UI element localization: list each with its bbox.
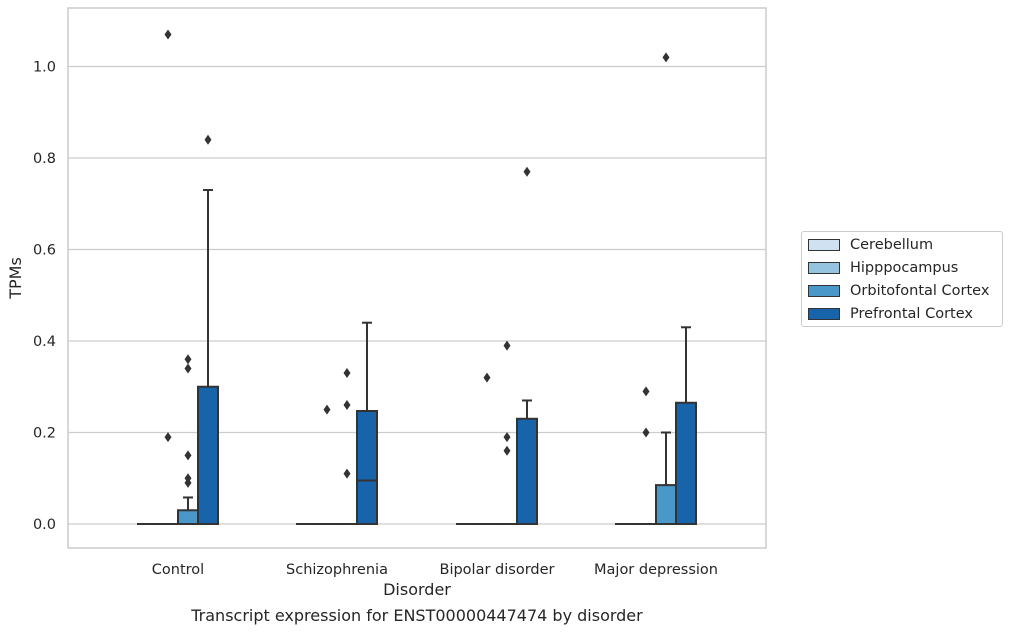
y-axis-label: TPMs: [6, 257, 25, 300]
outlier-point: [184, 363, 192, 374]
y-tick-label: 0.8: [33, 151, 56, 167]
outlier-point: [184, 477, 192, 488]
legend-label-hippocampus: Hipppocampus: [850, 260, 959, 276]
legend-swatch-cerebellum: [808, 239, 840, 251]
boxes: [137, 189, 697, 526]
box: [356, 409, 378, 525]
outlier-point: [184, 450, 192, 461]
legend-item-cerebellum: Cerebellum: [808, 235, 933, 255]
box: [197, 385, 219, 525]
outlier-point: [503, 432, 511, 443]
outlier-point: [184, 354, 192, 365]
legend-label-prefrontal: Prefrontal Cortex: [850, 306, 973, 322]
legend-swatch-orbitofrontal: [808, 285, 840, 297]
y-tick-labels: 0.0 0.2 0.4 0.6 0.8 1.0: [33, 60, 56, 534]
gridlines: [68, 65, 766, 525]
box: [675, 401, 697, 526]
box: [655, 484, 677, 525]
outlier-point: [343, 368, 351, 379]
outlier-point: [164, 29, 172, 40]
y-tick-label: 0.6: [33, 243, 56, 259]
x-tick-label: Schizophrenia: [286, 562, 388, 578]
y-tick-label: 0.4: [33, 334, 56, 350]
x-tick-labels: Control Schizophrenia Bipolar disorder Majo…: [152, 562, 718, 578]
legend-swatch-prefrontal: [808, 308, 840, 320]
outlier-point: [642, 386, 650, 397]
x-axis-label: Disorder: [383, 580, 451, 599]
outlier-point: [323, 404, 331, 415]
outliers: [164, 29, 670, 488]
x-tick-label: Control: [152, 562, 204, 578]
legend: Cerebellum Hipppocampus Orbitofontal Cor…: [801, 231, 1003, 327]
outlier-point: [343, 468, 351, 479]
plot-frame: [67, 7, 767, 549]
y-tick-label: 0.0: [33, 517, 56, 533]
outlier-point: [343, 400, 351, 411]
chart-caption: Transcript expression for ENST0000044747…: [191, 606, 643, 625]
legend-swatch-hippocampus: [808, 262, 840, 274]
outlier-point: [483, 372, 491, 383]
outlier-point: [642, 427, 650, 438]
legend-item-orbitofrontal: Orbitofontal Cortex: [808, 281, 989, 301]
outlier-point: [503, 445, 511, 456]
x-tick-label: Major depression: [594, 562, 718, 578]
legend-item-hippocampus: Hipppocampus: [808, 258, 958, 278]
box: [177, 509, 199, 525]
outlier-point: [164, 432, 172, 443]
outlier-point: [204, 134, 212, 145]
outlier-point: [503, 340, 511, 351]
outlier-point: [662, 52, 670, 63]
legend-label-cerebellum: Cerebellum: [850, 237, 934, 253]
box: [516, 417, 538, 525]
legend-label-orbitofrontal: Orbitofontal Cortex: [850, 283, 990, 299]
y-tick-label: 0.2: [33, 426, 56, 442]
x-tick-label: Bipolar disorder: [440, 562, 555, 578]
y-tick-label: 1.0: [33, 60, 56, 76]
legend-item-prefrontal: Prefrontal Cortex: [808, 304, 973, 324]
outlier-point: [523, 166, 531, 177]
